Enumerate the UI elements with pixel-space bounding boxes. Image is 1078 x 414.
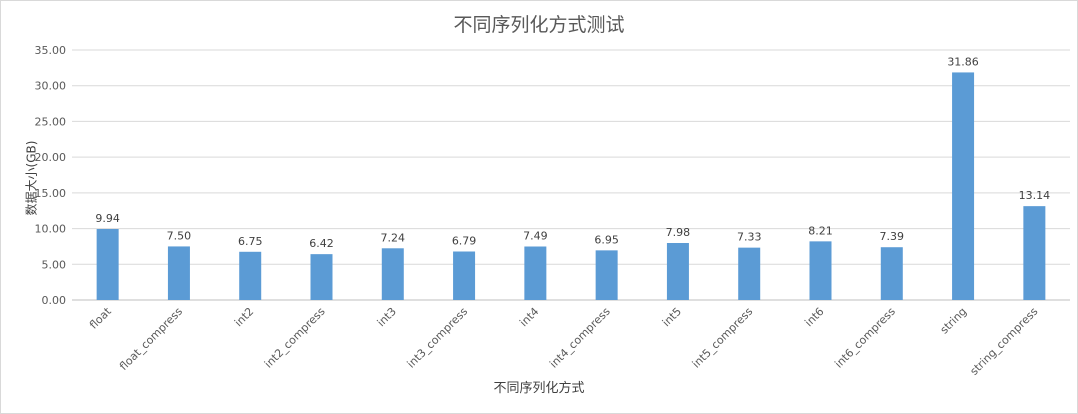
bar [381, 248, 404, 300]
bars [96, 72, 1046, 300]
data-label: 7.50 [167, 229, 192, 242]
data-label: 6.42 [309, 237, 334, 250]
bar [595, 250, 618, 300]
bar [167, 246, 190, 300]
bar [952, 72, 975, 300]
data-label: 7.49 [523, 230, 548, 243]
data-label: 13.14 [1019, 189, 1051, 202]
x-tick-label: int2_compress [262, 305, 328, 371]
x-tick-label: int4_compress [547, 305, 613, 371]
data-label: 8.21 [808, 224, 833, 237]
bar [96, 229, 119, 300]
data-label: 7.39 [880, 230, 905, 243]
data-label: 7.98 [666, 226, 691, 239]
data-label: 7.24 [381, 231, 406, 244]
y-tick-label: 20.00 [35, 151, 67, 164]
bar [239, 251, 262, 300]
x-tick-label: int5_compress [690, 305, 756, 371]
x-tick-label: int3 [375, 305, 399, 329]
x-tick-label: int4 [517, 305, 541, 329]
x-tick-label: float_compress [117, 305, 185, 373]
x-tick-label: string [938, 305, 970, 337]
bar [1023, 206, 1046, 300]
data-label: 9.94 [95, 212, 120, 225]
y-axis-ticks: 0.00 5.00 10.00 15.00 20.00 25.00 30.00 35.00 [35, 44, 67, 307]
chart-title: 不同序列化方式测试 [453, 14, 625, 36]
x-tick-label: int6 [802, 305, 826, 329]
y-tick-label: 0.00 [42, 294, 67, 307]
y-tick-label: 25.00 [35, 115, 67, 128]
y-tick-label: 5.00 [42, 258, 67, 271]
bar [310, 254, 333, 300]
gridlines [72, 49, 1070, 301]
bar [524, 246, 547, 300]
data-label: 7.33 [737, 231, 762, 244]
bar [453, 251, 476, 300]
x-tick-label: int6_compress [832, 305, 898, 371]
data-label: 6.75 [238, 235, 263, 248]
x-tick-label: int5 [660, 305, 684, 329]
data-labels: 9.94 7.50 6.75 6.42 7.24 6.79 7.49 6.95 7.98 7.33… [95, 55, 1050, 250]
x-tick-label: float [87, 304, 114, 331]
y-tick-label: 10.00 [35, 223, 67, 236]
y-tick-label: 35.00 [35, 44, 67, 57]
x-tick-label: string_compress [968, 305, 1041, 378]
y-tick-label: 30.00 [35, 80, 67, 93]
bar [738, 247, 761, 300]
data-label: 6.79 [452, 235, 477, 248]
bar [809, 241, 832, 300]
x-tick-label: int3_compress [405, 305, 471, 371]
x-axis-ticks: float float_compress int2 int2_compress int3… [87, 304, 1041, 377]
x-axis-title: 不同序列化方式 [493, 381, 585, 396]
data-label: 6.95 [594, 233, 619, 246]
bar [880, 247, 903, 300]
bar [666, 243, 689, 300]
data-label: 31.86 [947, 55, 979, 68]
y-tick-label: 15.00 [35, 187, 67, 200]
x-tick-label: int2 [232, 305, 256, 329]
